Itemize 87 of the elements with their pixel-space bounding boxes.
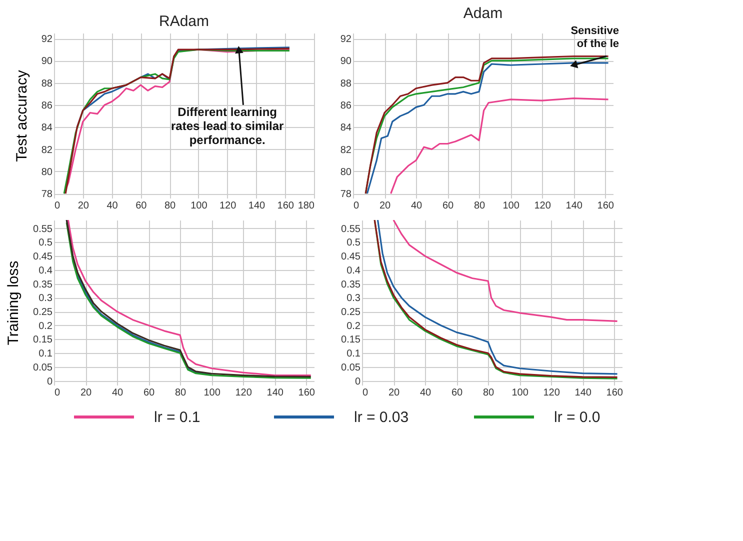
x-tick-label: 120 bbox=[219, 200, 237, 212]
x-tick-label: 0 bbox=[54, 200, 60, 212]
x-tick-label: 160 bbox=[298, 388, 316, 398]
x-tick-label: 0 bbox=[362, 388, 368, 398]
y-tick-label: 92 bbox=[340, 34, 352, 46]
x-tick-label: 160 bbox=[606, 388, 624, 398]
y-tick-label: 80 bbox=[41, 166, 53, 178]
x-tick-label: 140 bbox=[248, 200, 266, 212]
x-tick-label: 40 bbox=[410, 200, 423, 212]
annotation: Different learning rates lead to similar performance. bbox=[170, 105, 284, 148]
x-tick-label: 40 bbox=[420, 388, 432, 398]
x-tick-label: 100 bbox=[502, 200, 520, 212]
x-tick-label: 120 bbox=[235, 388, 252, 398]
y-tick-label: 0 bbox=[46, 376, 53, 388]
legend-label: lr = 0.0 bbox=[554, 409, 600, 426]
x-tick-label: 100 bbox=[512, 388, 529, 398]
legend-label: lr = 0.03 bbox=[354, 409, 409, 426]
y-tick-label: 92 bbox=[41, 34, 53, 46]
x-tick-label: 100 bbox=[190, 200, 208, 212]
x-tick-label: 180 bbox=[298, 200, 315, 212]
line-series bbox=[390, 98, 610, 194]
x-tick-label: 140 bbox=[566, 200, 583, 212]
y-tick-label: 82 bbox=[41, 144, 53, 156]
y-tick-label: 86 bbox=[41, 100, 53, 112]
y-tick-label: 0.1 bbox=[38, 348, 53, 360]
x-tick-label: 80 bbox=[175, 388, 187, 398]
x-tick-label: 20 bbox=[379, 200, 392, 212]
y-tick-label: 0.2 bbox=[38, 320, 53, 332]
y-axis-title: Training loss bbox=[5, 260, 22, 346]
y-tick-label: 0 bbox=[354, 376, 361, 388]
y-tick-label: 0.5 bbox=[38, 238, 53, 249]
x-tick-label: 60 bbox=[442, 200, 454, 212]
y-tick-label: 0.05 bbox=[341, 362, 361, 374]
y-tick-label: 0.4 bbox=[38, 265, 53, 276]
y-tick-label: 0.45 bbox=[341, 252, 361, 263]
chart-title: RAdam bbox=[158, 13, 210, 30]
x-tick-label: 40 bbox=[112, 388, 124, 398]
y-tick-label: 0.1 bbox=[346, 348, 361, 360]
y-tick-label: 80 bbox=[340, 166, 352, 178]
y-tick-label: 0.4 bbox=[346, 265, 361, 276]
x-tick-label: 0 bbox=[54, 388, 60, 398]
x-tick-label: 20 bbox=[80, 388, 92, 398]
y-tick-label: 86 bbox=[340, 100, 352, 112]
x-tick-label: 60 bbox=[136, 200, 148, 212]
x-tick-label: 20 bbox=[78, 200, 90, 212]
y-tick-label: 0.3 bbox=[346, 293, 361, 304]
y-tick-label: 90 bbox=[41, 56, 53, 68]
y-tick-label: 0.2 bbox=[346, 320, 361, 332]
chart-title: Adam bbox=[463, 4, 503, 22]
y-tick-label: 84 bbox=[41, 122, 53, 134]
x-tick-label: 160 bbox=[597, 200, 614, 212]
y-tick-label: 82 bbox=[340, 144, 352, 156]
y-tick-label: 0.05 bbox=[33, 362, 53, 374]
y-tick-label: 78 bbox=[41, 189, 53, 200]
y-tick-label: 84 bbox=[340, 122, 352, 134]
y-tick-label: 0.3 bbox=[38, 293, 53, 304]
x-tick-label: 60 bbox=[143, 388, 156, 398]
y-tick-label: 90 bbox=[340, 56, 352, 68]
x-tick-label: 120 bbox=[534, 200, 552, 212]
x-tick-label: 140 bbox=[574, 388, 592, 398]
legend-label: lr = 0.1 bbox=[154, 409, 200, 426]
y-tick-label: 88 bbox=[340, 78, 352, 90]
x-tick-label: 80 bbox=[474, 200, 486, 212]
y-tick-label: 0.55 bbox=[33, 224, 53, 235]
y-tick-label: 0.5 bbox=[346, 238, 361, 249]
y-tick-label: 0.15 bbox=[341, 334, 361, 346]
y-tick-label: 88 bbox=[41, 78, 53, 90]
y-tick-label: 0.25 bbox=[341, 307, 361, 318]
x-tick-label: 40 bbox=[106, 200, 118, 212]
x-tick-label: 100 bbox=[204, 388, 221, 398]
y-tick-label: 0.45 bbox=[33, 252, 53, 263]
annotation: Sensitive of the le bbox=[570, 24, 619, 50]
line-series bbox=[392, 220, 618, 322]
y-tick-label: 0.25 bbox=[33, 307, 53, 318]
x-tick-label: 80 bbox=[483, 388, 495, 398]
x-tick-label: 160 bbox=[277, 200, 294, 212]
y-tick-label: 0.35 bbox=[33, 279, 53, 290]
x-tick-label: 80 bbox=[164, 200, 176, 212]
y-tick-label: 0.15 bbox=[33, 334, 53, 346]
y-tick-label: 78 bbox=[340, 189, 352, 200]
x-tick-label: 120 bbox=[543, 388, 560, 398]
x-tick-label: 20 bbox=[388, 388, 400, 398]
y-tick-label: 0.55 bbox=[341, 224, 361, 235]
y-axis-title: Test accuracy bbox=[13, 70, 30, 162]
x-tick-label: 140 bbox=[266, 388, 284, 398]
y-tick-label: 0.35 bbox=[341, 279, 361, 290]
x-tick-label: 60 bbox=[451, 388, 464, 398]
